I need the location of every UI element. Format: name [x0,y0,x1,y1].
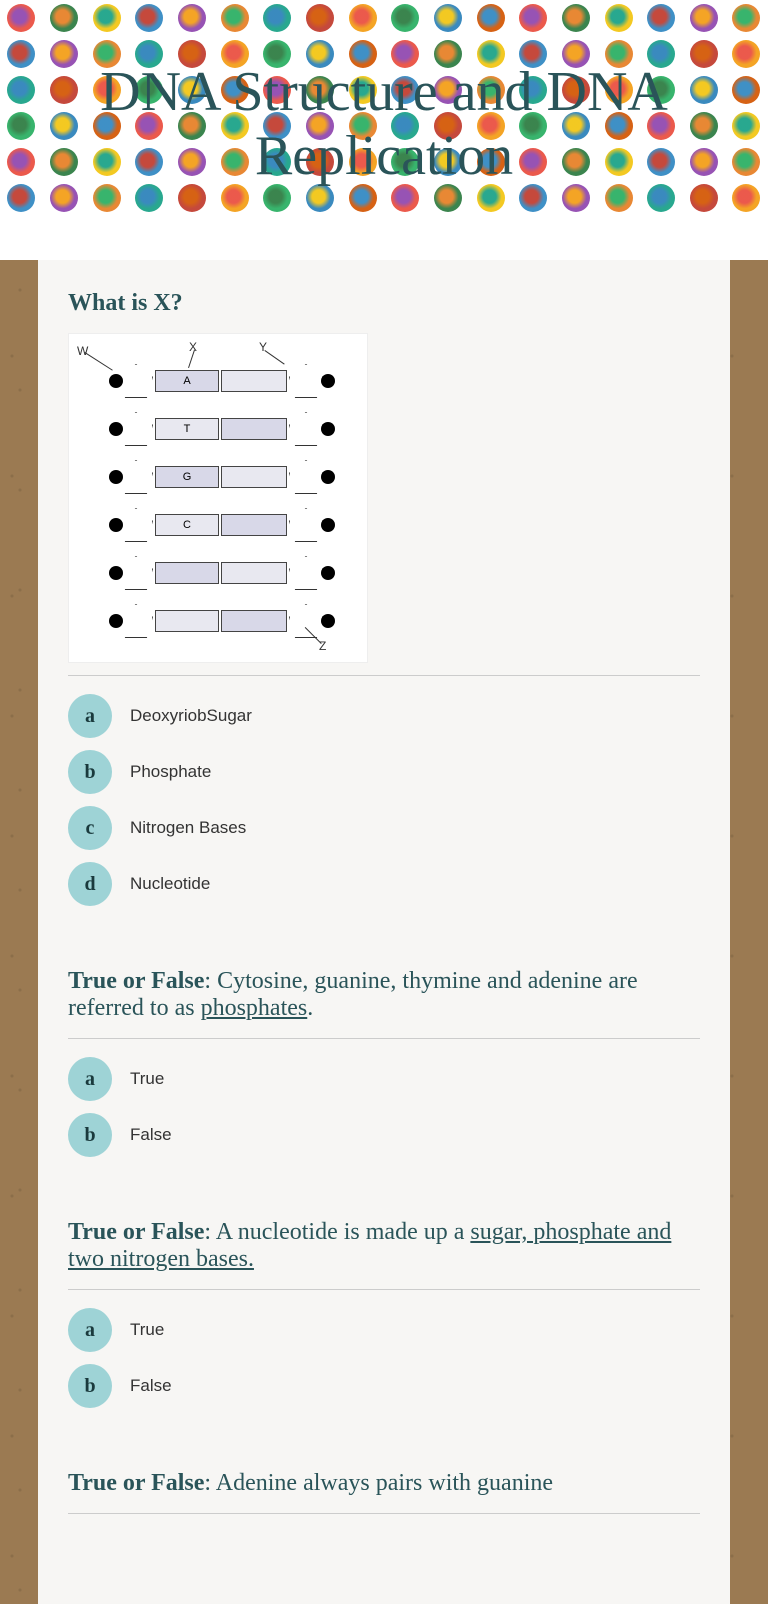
option-a[interactable]: a True [68,1306,384,1354]
option-text: True [130,1069,164,1089]
options-list: a True b False [68,1055,700,1159]
header: DNA Structure and DNA Replication [0,0,768,260]
option-badge: d [68,862,112,906]
option-text: Phosphate [130,762,211,782]
options-list: a True b False [68,1306,700,1410]
option-badge: b [68,750,112,794]
option-b[interactable]: b Phosphate [68,748,700,796]
question-title: True or False: Cytosine, guanine, thymin… [68,968,700,1022]
question-4: True or False: Adenine always pairs with… [68,1470,700,1514]
option-badge: b [68,1113,112,1157]
option-badge: c [68,806,112,850]
option-badge: a [68,1308,112,1352]
options-list: a DeoxyriobSugar b Phosphate c Nitrogen Bases… [68,692,700,908]
option-badge: b [68,1364,112,1408]
option-a[interactable]: a DeoxyriobSugar [68,692,700,740]
option-text: Nucleotide [130,874,210,894]
divider [68,1513,700,1514]
question-title: True or False: Adenine always pairs with… [68,1470,700,1497]
option-text: False [130,1125,172,1145]
option-b[interactable]: b False [68,1362,384,1410]
question-2: True or False: Cytosine, guanine, thymin… [68,968,700,1159]
option-text: DeoxyriobSugar [130,706,252,726]
option-b[interactable]: b False [68,1111,384,1159]
option-badge: a [68,1057,112,1101]
option-text: False [130,1376,172,1396]
divider [68,1038,700,1039]
page-title: DNA Structure and DNA Replication [0,0,768,189]
question-1: What is X? WXYZATGC a DeoxyriobSugar b Phosph… [68,290,700,908]
option-badge: a [68,694,112,738]
question-3: True or False: A nucleotide is made up a… [68,1219,700,1410]
option-text: True [130,1320,164,1340]
option-c[interactable]: c Nitrogen Bases [68,804,700,852]
question-title: True or False: A nucleotide is made up a… [68,1219,700,1273]
option-d[interactable]: d Nucleotide [68,860,700,908]
question-title: What is X? [68,290,700,317]
divider [68,1289,700,1290]
option-a[interactable]: a True [68,1055,384,1103]
content-card: What is X? WXYZATGC a DeoxyriobSugar b Phosph… [38,260,730,1604]
divider [68,675,700,676]
option-text: Nitrogen Bases [130,818,246,838]
dna-diagram: WXYZATGC [68,333,368,663]
